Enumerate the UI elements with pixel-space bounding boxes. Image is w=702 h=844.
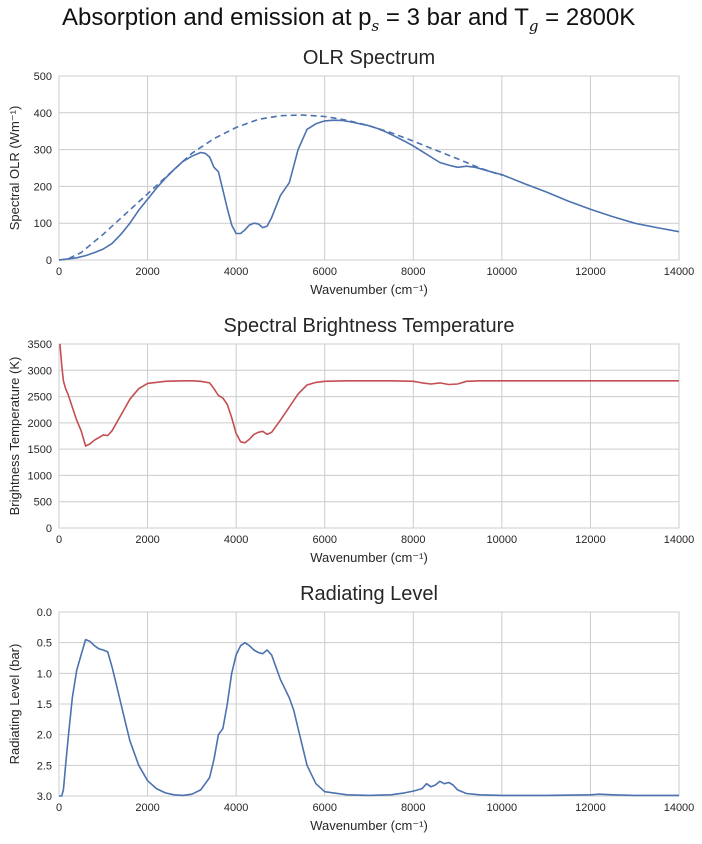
y-tick-label: 0 [46,523,52,535]
x-tick-label: 4000 [224,266,248,278]
series-line-solid [59,119,679,261]
y-tick-label: 100 [34,218,52,230]
x-tick-label: 12000 [575,534,606,546]
x-tick-label: 12000 [575,266,606,278]
x-tick-label: 6000 [312,534,336,546]
y-tick-label: 2000 [28,418,52,430]
x-tick-label: 6000 [312,802,336,814]
panel-title: OLR Spectrum [303,47,435,69]
x-tick-label: 0 [56,534,62,546]
y-tick-label: 1.0 [37,668,52,680]
y-tick-label: 3500 [28,339,52,351]
x-tick-label: 10000 [487,266,518,278]
x-tick-label: 2000 [135,802,159,814]
x-axis-label: Wavenumber (cm⁻¹) [310,550,428,565]
y-tick-label: 1500 [28,444,52,456]
x-tick-label: 10000 [487,534,518,546]
x-tick-label: 14000 [664,266,695,278]
x-tick-label: 8000 [401,534,425,546]
series-line-dashed [59,114,503,261]
x-tick-label: 14000 [664,802,695,814]
plot-frame [58,75,680,261]
y-tick-label: 2.5 [37,760,52,772]
x-tick-label: 6000 [312,266,336,278]
x-tick-label: 4000 [224,802,248,814]
panel-title: Radiating Level [300,583,438,605]
x-tick-label: 0 [56,802,62,814]
figure-title: Absorption and emission at ps = 3 bar an… [62,4,636,35]
y-tick-label: 2.0 [37,730,52,742]
x-tick-label: 8000 [401,802,425,814]
series-line-solid [59,638,679,797]
x-axis-label: Wavenumber (cm⁻¹) [310,818,428,833]
series-line-solid [59,343,679,447]
y-tick-label: 500 [34,497,52,509]
plot-frame [58,343,680,529]
x-tick-label: 0 [56,266,62,278]
y-axis-label: Spectral OLR (Wm⁻¹) [7,106,22,231]
x-axis-label: Wavenumber (cm⁻¹) [310,282,428,297]
x-tick-label: 8000 [401,266,425,278]
y-tick-label: 1000 [28,470,52,482]
y-axis-label: Brightness Temperature (K) [7,357,22,516]
y-tick-label: 300 [34,145,52,157]
y-tick-label: 500 [34,71,52,83]
x-tick-label: 14000 [664,534,695,546]
x-tick-label: 2000 [135,534,159,546]
y-axis-label: Radiating Level (bar) [7,644,22,765]
chart-panel-1: 0 2000 4000 6000 8000 10000 12000 14000 0 100 200 3… [7,47,694,297]
chart-panel-2: 0 2000 4000 6000 8000 10000 12000 14000 0 500 1000… [7,315,694,565]
y-tick-label: 400 [34,108,52,120]
y-tick-label: 3000 [28,365,52,377]
x-tick-label: 4000 [224,534,248,546]
y-tick-label: 0 [46,255,52,267]
y-tick-label: 3.0 [37,791,52,803]
x-tick-label: 10000 [487,802,518,814]
y-tick-label: 0.0 [37,607,52,619]
x-tick-label: 2000 [135,266,159,278]
y-tick-label: 200 [34,181,52,193]
chart-panel-3: 0 2000 4000 6000 8000 10000 12000 14000 0.0 0.5 1.… [7,583,694,833]
y-tick-label: 2500 [28,392,52,404]
x-tick-label: 12000 [575,802,606,814]
y-tick-label: 1.5 [37,699,52,711]
y-tick-label: 0.5 [37,638,52,650]
panel-title: Spectral Brightness Temperature [224,315,515,337]
